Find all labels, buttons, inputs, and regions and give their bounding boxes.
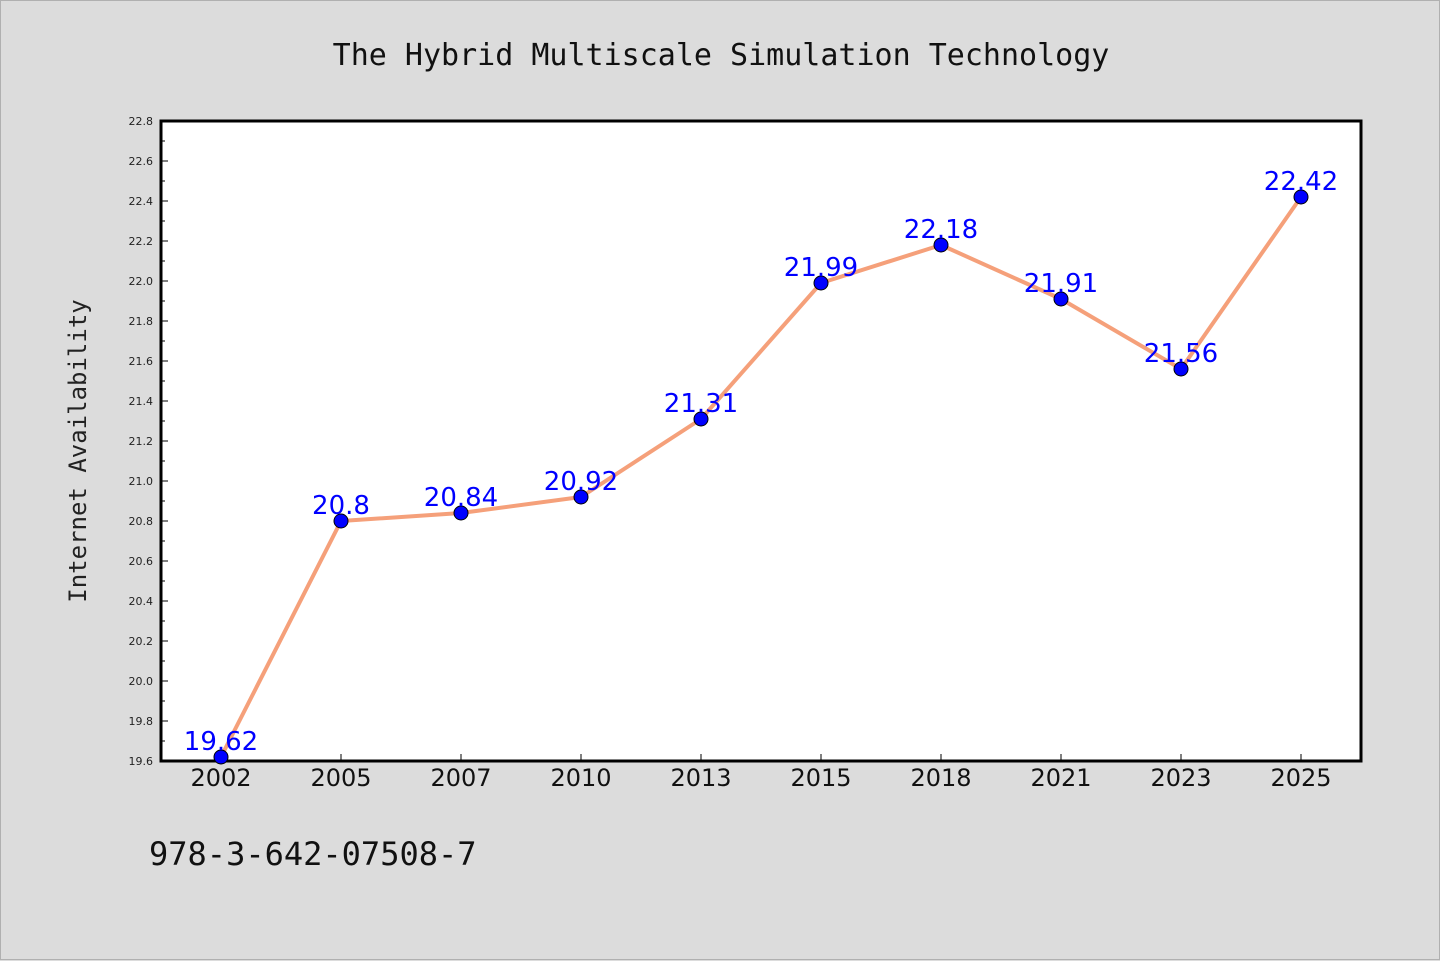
data-point bbox=[1053, 291, 1069, 307]
y-axis-label: Internet Availability bbox=[64, 299, 92, 602]
data-point bbox=[933, 237, 949, 253]
y-tick-label: 22.2 bbox=[129, 235, 154, 248]
data-point bbox=[693, 411, 709, 427]
x-tick-label: 2018 bbox=[910, 764, 971, 792]
chart-title: The Hybrid Multiscale Simulation Technol… bbox=[333, 38, 1110, 73]
data-point bbox=[1173, 361, 1189, 377]
data-label: 19.62 bbox=[184, 727, 258, 757]
data-label: 21.56 bbox=[1144, 339, 1218, 369]
y-tick-label: 20.0 bbox=[129, 675, 154, 688]
data-label: 21.31 bbox=[664, 389, 738, 419]
data-label: 20.8 bbox=[312, 491, 370, 521]
isbn-text: 978-3-642-07508-7 bbox=[149, 835, 477, 873]
x-tick-label: 2005 bbox=[310, 764, 371, 792]
y-axis: 19.6 19.8 20.0 20.2 20.4 20.6 20.8 21.0 21.2 21.4… bbox=[129, 115, 168, 768]
y-tick-label: 22.6 bbox=[129, 155, 154, 168]
data-label: 20.92 bbox=[544, 467, 618, 497]
y-tick-label: 19.8 bbox=[129, 715, 154, 728]
x-tick-label: 2007 bbox=[430, 764, 491, 792]
plot-area bbox=[159, 119, 1363, 763]
x-tick-label: 2002 bbox=[190, 764, 251, 792]
x-tick-label: 2015 bbox=[790, 764, 851, 792]
data-point bbox=[813, 275, 829, 291]
x-tick-label: 2023 bbox=[1150, 764, 1211, 792]
data-point bbox=[1293, 189, 1309, 205]
y-tick-label: 22.4 bbox=[129, 195, 154, 208]
y-tick-label: 21.6 bbox=[129, 355, 154, 368]
y-tick-label: 19.6 bbox=[129, 755, 154, 768]
data-point bbox=[573, 489, 589, 505]
y-tick-label: 20.6 bbox=[129, 555, 154, 568]
data-point bbox=[213, 749, 229, 765]
y-tick-label: 22.8 bbox=[129, 115, 154, 128]
x-tick-label: 2025 bbox=[1270, 764, 1331, 792]
y-tick-label: 21.2 bbox=[129, 435, 154, 448]
series-group: 19.62 20.8 20.84 20.92 21.31 21.99 22.18 21.91 2… bbox=[184, 167, 1338, 765]
y-tick-label: 22.0 bbox=[129, 275, 154, 288]
y-tick-label: 20.2 bbox=[129, 635, 154, 648]
data-label: 21.99 bbox=[784, 253, 858, 283]
y-tick-label: 20.8 bbox=[129, 515, 154, 528]
data-point bbox=[333, 513, 349, 529]
y-tick-label: 21.0 bbox=[129, 475, 154, 488]
data-point bbox=[453, 505, 469, 521]
x-tick-label: 2010 bbox=[550, 764, 611, 792]
x-axis: 2002 2005 2007 2010 2013 2015 2018 2021 2023 2025 bbox=[190, 754, 1332, 792]
y-tick-label: 21.4 bbox=[129, 395, 154, 408]
x-tick-label: 2021 bbox=[1030, 764, 1091, 792]
data-label: 22.18 bbox=[904, 215, 978, 245]
data-label: 21.91 bbox=[1024, 269, 1098, 299]
data-label: 22.42 bbox=[1264, 167, 1338, 197]
data-label: 20.84 bbox=[424, 483, 498, 513]
series-line bbox=[219, 195, 1303, 759]
y-tick-label: 20.4 bbox=[129, 595, 154, 608]
y-tick-label: 21.8 bbox=[129, 315, 154, 328]
x-tick-label: 2013 bbox=[670, 764, 731, 792]
